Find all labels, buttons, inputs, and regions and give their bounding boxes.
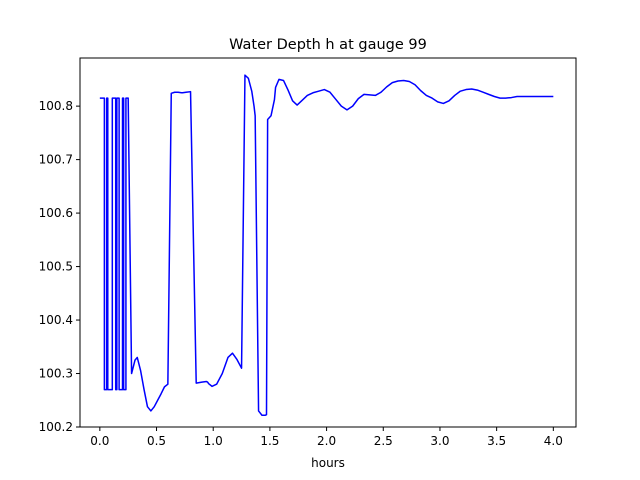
plot-frame [79,57,577,428]
x-tick-label: 2.0 [317,434,336,448]
y-tick-label: 100.4 [39,313,73,327]
x-tick-label: 4.0 [544,434,563,448]
x-tick-label: 0.5 [147,434,166,448]
y-tick-label: 100.7 [39,153,73,167]
y-tick-label: 100.2 [39,420,73,434]
y-tick-label: 100.3 [39,367,73,381]
x-axis-label: hours [311,456,345,470]
y-tick-label: 100.8 [39,99,73,113]
x-tick-label: 3.0 [430,434,449,448]
y-tick-label: 100.6 [39,206,73,220]
x-tick-label: 1.0 [204,434,223,448]
series-line-0 [99,74,554,416]
y-tick-label: 100.5 [39,260,73,274]
x-tick-label: 0.0 [90,434,109,448]
x-tick-label: 2.5 [374,434,393,448]
chart-title: Water Depth h at gauge 99 [229,37,427,53]
x-tick-label: 3.5 [487,434,506,448]
x-tick-label: 1.5 [260,434,279,448]
plot-area: 0.0 0.5 1.0 1.5 2.0 2.5 3.0 3.5 4.0 100.2 100.3 100… [39,57,577,448]
